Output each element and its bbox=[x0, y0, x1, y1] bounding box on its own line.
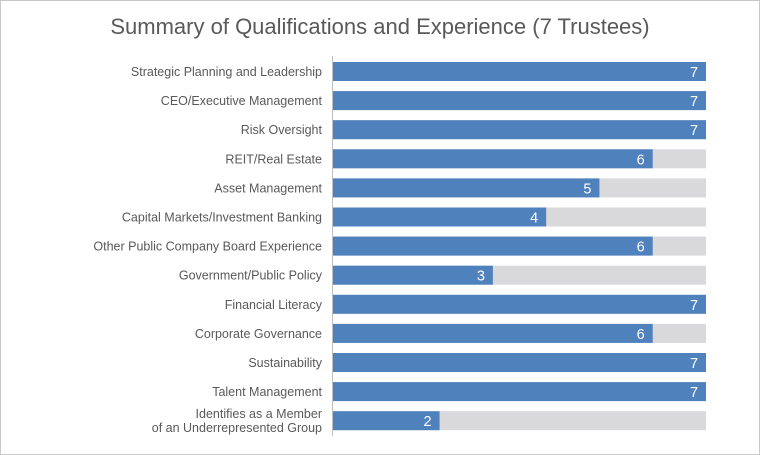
value-label: 7 bbox=[690, 123, 698, 139]
bar bbox=[333, 149, 653, 169]
value-label: 5 bbox=[583, 181, 591, 197]
bar bbox=[333, 207, 547, 227]
category-label: Talent Management bbox=[212, 385, 322, 399]
category-label: Capital Markets/Investment Banking bbox=[122, 211, 322, 225]
value-label: 7 bbox=[690, 94, 698, 110]
bar bbox=[333, 236, 653, 256]
bar bbox=[333, 62, 706, 81]
category-label: Identifies as a Member of an Underreprese… bbox=[152, 407, 322, 435]
chart-title: Summary of Qualifications and Experience… bbox=[110, 14, 650, 39]
bars bbox=[333, 62, 706, 431]
category-label: Asset Management bbox=[214, 181, 322, 195]
bar bbox=[333, 265, 493, 285]
value-label: 6 bbox=[637, 152, 645, 168]
value-label: 7 bbox=[690, 385, 698, 401]
bar bbox=[333, 178, 600, 198]
bar bbox=[333, 411, 440, 431]
value-labels: 7 7 7 6 5 4 6 3 7 6 7 7 2 bbox=[424, 65, 699, 430]
category-label: Financial Literacy bbox=[225, 298, 323, 312]
bar bbox=[333, 294, 706, 314]
value-label: 6 bbox=[637, 240, 645, 256]
category-label: Risk Oversight bbox=[241, 123, 323, 137]
category-label: Strategic Planning and Leadership bbox=[131, 65, 322, 79]
category-label: Corporate Governance bbox=[195, 327, 322, 341]
bar bbox=[333, 120, 706, 140]
category-label: REIT/Real Estate bbox=[225, 152, 322, 166]
value-label: 4 bbox=[530, 211, 538, 227]
value-label: 3 bbox=[477, 269, 485, 285]
value-label: 2 bbox=[424, 414, 432, 430]
value-label: 6 bbox=[637, 327, 645, 343]
category-label: CEO/Executive Management bbox=[161, 94, 323, 108]
category-label: Government/Public Policy bbox=[179, 269, 323, 283]
bar bbox=[333, 382, 706, 402]
value-label: 7 bbox=[690, 356, 698, 372]
category-labels: Strategic Planning and Leadership CEO/Exe… bbox=[93, 65, 322, 435]
category-label: Sustainability bbox=[248, 356, 322, 370]
bar bbox=[333, 353, 706, 372]
bar bbox=[333, 323, 653, 343]
bar bbox=[333, 91, 706, 111]
value-label: 7 bbox=[690, 298, 698, 314]
value-label: 7 bbox=[690, 65, 698, 81]
category-label: Other Public Company Board Experience bbox=[93, 240, 322, 254]
